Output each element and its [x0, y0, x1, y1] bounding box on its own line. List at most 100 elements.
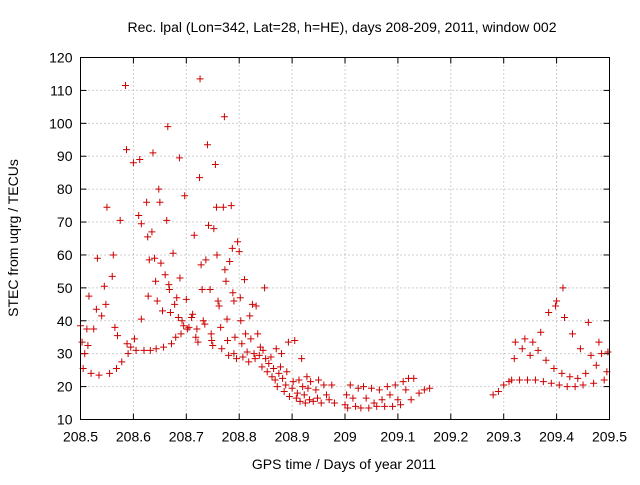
- y-tick-label: 10: [57, 412, 73, 428]
- y-tick-label: 40: [57, 313, 73, 329]
- point-layer: [77, 75, 612, 412]
- x-tick-label: 209.1: [380, 429, 415, 445]
- data-point: [135, 211, 143, 219]
- data-point: [188, 313, 196, 321]
- data-point: [124, 350, 132, 358]
- data-point: [373, 402, 381, 410]
- data-point: [276, 363, 284, 371]
- data-point: [211, 160, 219, 168]
- data-point: [116, 216, 124, 224]
- x-tick-label: 209.5: [592, 429, 627, 445]
- data-point: [289, 378, 297, 386]
- data-point: [510, 355, 518, 363]
- data-point: [106, 369, 114, 377]
- data-point: [182, 295, 190, 303]
- data-point: [145, 256, 153, 264]
- data-point: [574, 374, 582, 382]
- data-point: [284, 338, 292, 346]
- data-point: [354, 384, 362, 392]
- data-point: [545, 309, 553, 317]
- data-point: [579, 381, 587, 389]
- data-point: [215, 302, 223, 310]
- data-point: [590, 379, 598, 387]
- data-point: [325, 396, 333, 404]
- data-point: [223, 315, 231, 323]
- data-point: [185, 323, 193, 331]
- data-point: [362, 394, 370, 402]
- data-point: [265, 360, 273, 368]
- data-point: [242, 330, 250, 338]
- data-point: [189, 310, 197, 318]
- data-point: [102, 300, 110, 308]
- data-point: [90, 325, 98, 333]
- data-point: [221, 266, 229, 274]
- data-point: [293, 389, 301, 397]
- y-tick-label: 100: [49, 115, 73, 131]
- y-tick-label: 90: [57, 148, 73, 164]
- data-point: [301, 399, 309, 407]
- data-point: [155, 185, 163, 193]
- data-point: [129, 159, 137, 167]
- data-point: [259, 346, 267, 354]
- data-point: [247, 335, 255, 343]
- data-point: [561, 313, 569, 321]
- data-point: [508, 376, 516, 384]
- data-point: [552, 302, 560, 310]
- data-point: [127, 343, 135, 351]
- data-point: [235, 248, 243, 256]
- data-point: [399, 378, 407, 386]
- data-point: [539, 378, 547, 386]
- data-point: [108, 272, 116, 280]
- data-point: [237, 317, 245, 325]
- data-point: [275, 369, 283, 377]
- data-point: [123, 146, 131, 154]
- data-point: [402, 386, 410, 394]
- data-point: [571, 383, 579, 391]
- data-point: [378, 396, 386, 404]
- data-point: [207, 330, 215, 338]
- data-point: [210, 225, 218, 233]
- data-point: [298, 355, 306, 363]
- data-point: [322, 391, 330, 399]
- x-tick-label: 208.6: [116, 429, 151, 445]
- data-point: [389, 402, 397, 410]
- data-point: [203, 141, 211, 149]
- x-tick-label: 209.2: [433, 429, 468, 445]
- data-point: [415, 389, 423, 397]
- data-point: [397, 401, 405, 409]
- data-point: [555, 381, 563, 389]
- data-point: [410, 374, 418, 382]
- data-point: [212, 203, 220, 211]
- data-point: [542, 356, 550, 364]
- data-point: [87, 369, 95, 377]
- data-point: [559, 284, 567, 292]
- data-point: [165, 286, 173, 294]
- data-point: [165, 281, 173, 289]
- data-point: [285, 392, 293, 400]
- data-point: [312, 386, 320, 394]
- data-point: [136, 156, 144, 164]
- data-point: [254, 330, 262, 338]
- data-point: [526, 351, 534, 359]
- data-point: [292, 394, 300, 402]
- data-point: [246, 312, 254, 320]
- data-point: [330, 399, 338, 407]
- data-point: [222, 277, 230, 285]
- data-point: [209, 341, 217, 349]
- y-tick-label: 70: [57, 214, 73, 230]
- data-point: [175, 154, 183, 162]
- data-point: [152, 345, 160, 353]
- data-point: [500, 381, 508, 389]
- data-point: [566, 373, 574, 381]
- data-point: [219, 203, 227, 211]
- x-tick-label: 209.4: [539, 429, 574, 445]
- data-point: [516, 376, 524, 384]
- data-point: [553, 297, 561, 305]
- data-point: [547, 379, 555, 387]
- data-point: [199, 317, 207, 325]
- data-point: [183, 325, 191, 333]
- data-point: [295, 376, 303, 384]
- data-point: [227, 202, 235, 210]
- data-point: [192, 333, 200, 341]
